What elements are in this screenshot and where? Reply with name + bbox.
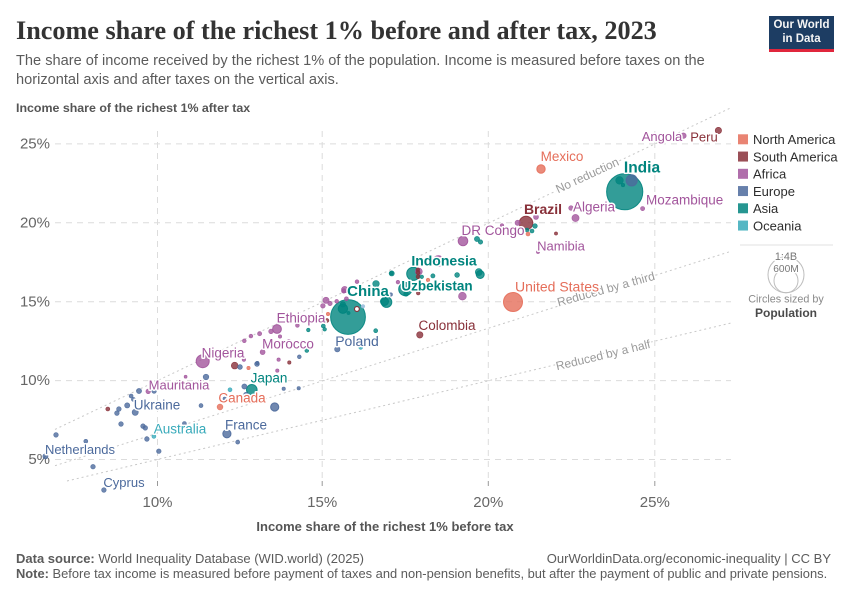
svg-text:Reduced by a half: Reduced by a half [554, 337, 652, 373]
svg-text:North America: North America [753, 132, 836, 147]
svg-text:Cyprus: Cyprus [103, 475, 145, 490]
svg-text:10%: 10% [142, 494, 172, 511]
svg-text:10%: 10% [20, 372, 50, 389]
svg-text:Population: Population [755, 306, 817, 320]
svg-text:Japan: Japan [251, 371, 288, 386]
svg-text:Ethiopia: Ethiopia [277, 311, 326, 326]
svg-text:India: India [624, 160, 661, 177]
svg-text:United States: United States [515, 279, 599, 295]
svg-text:Indonesia: Indonesia [411, 253, 477, 269]
svg-text:Colombia: Colombia [418, 318, 476, 333]
svg-text:Oceania: Oceania [753, 218, 802, 233]
svg-text:15%: 15% [307, 494, 337, 511]
svg-text:600M: 600M [773, 264, 798, 275]
svg-text:Uzbekistan: Uzbekistan [401, 279, 472, 294]
svg-text:Morocco: Morocco [262, 337, 314, 352]
svg-text:Mozambique: Mozambique [646, 193, 723, 208]
svg-text:Brazil: Brazil [524, 201, 562, 217]
svg-text:Circles sized by: Circles sized by [748, 294, 824, 306]
svg-text:25%: 25% [20, 136, 50, 153]
svg-text:Netherlands: Netherlands [45, 442, 116, 457]
svg-text:Poland: Poland [335, 333, 379, 349]
svg-text:Mauritania: Mauritania [149, 378, 210, 393]
svg-text:15%: 15% [20, 293, 50, 310]
svg-text:Ukraine: Ukraine [134, 398, 181, 413]
svg-text:China: China [347, 283, 389, 300]
svg-text:Canada: Canada [218, 391, 266, 406]
svg-text:20%: 20% [473, 494, 503, 511]
svg-text:Algeria: Algeria [573, 200, 616, 215]
svg-text:Angola: Angola [642, 129, 683, 144]
svg-text:Mexico: Mexico [541, 149, 584, 164]
svg-text:20%: 20% [20, 214, 50, 231]
svg-text:Nigeria: Nigeria [202, 346, 245, 361]
svg-text:25%: 25% [640, 494, 670, 511]
svg-text:DR Congo: DR Congo [461, 223, 524, 238]
svg-text:1:4B: 1:4B [775, 251, 797, 263]
svg-text:Peru: Peru [690, 130, 717, 145]
svg-text:Namibia: Namibia [537, 239, 585, 254]
svg-text:Europe: Europe [753, 184, 795, 199]
svg-text:South America: South America [753, 149, 838, 164]
svg-text:France: France [225, 417, 267, 432]
svg-text:Australia: Australia [154, 422, 207, 437]
svg-text:Africa: Africa [753, 167, 787, 182]
svg-text:Asia: Asia [753, 201, 779, 216]
